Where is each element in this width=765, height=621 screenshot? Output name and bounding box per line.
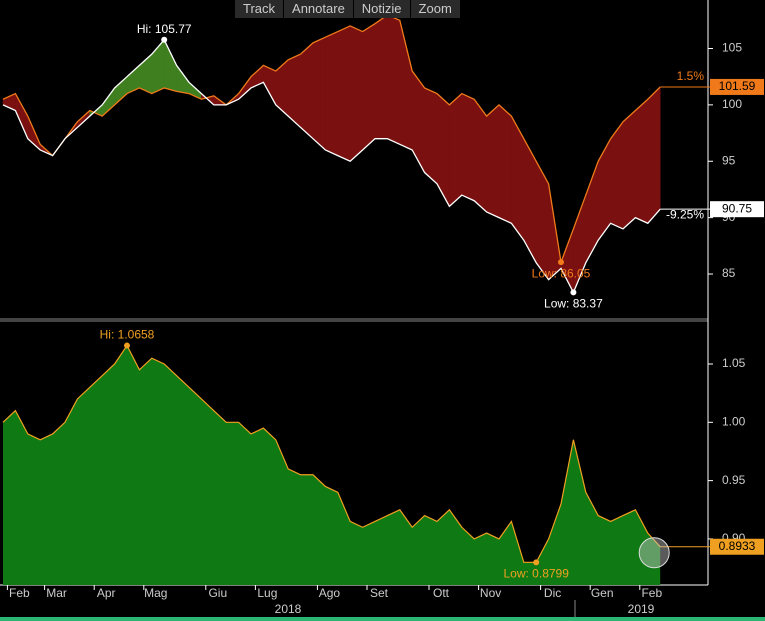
x-tick-label: Lug xyxy=(257,586,277,600)
spread-fill xyxy=(349,25,363,162)
x-tick-label: Mag xyxy=(144,586,167,600)
x-tick-label: Dic xyxy=(544,586,561,600)
last-tag xyxy=(710,201,764,218)
change-label: -9.25% xyxy=(666,207,704,221)
area-fill xyxy=(3,345,661,585)
low-marker xyxy=(533,559,540,566)
x-tick-label: Ott xyxy=(433,586,450,600)
spread-fill xyxy=(275,59,289,117)
spread-fill xyxy=(498,104,512,224)
last-value: 101.59 xyxy=(719,79,756,93)
spread-fill xyxy=(436,93,450,207)
panel-divider xyxy=(0,318,708,322)
x-tick-label: Giu xyxy=(208,586,227,600)
low-marker xyxy=(558,259,564,266)
x-tick-label: Apr xyxy=(97,586,116,600)
spread-fill xyxy=(535,161,549,281)
spread-fill xyxy=(325,31,339,157)
spread-fill xyxy=(114,76,128,106)
highlight-circle xyxy=(638,537,670,569)
spread-fill xyxy=(312,36,326,151)
y-tick-label: 100 xyxy=(722,97,742,111)
spread-fill xyxy=(287,53,301,128)
hi-marker xyxy=(124,342,130,349)
annotate-button[interactable]: Annotare xyxy=(284,0,354,18)
spread-fill xyxy=(387,14,401,145)
low-marker xyxy=(570,289,577,296)
spread-fill xyxy=(424,87,438,185)
change-label: 1.5% xyxy=(677,69,705,83)
y-tick-label: 85 xyxy=(722,266,736,280)
x-tick-label: Set xyxy=(370,586,389,600)
spread-fill xyxy=(635,98,649,224)
y-tick-label: 1.00 xyxy=(722,414,746,428)
spread-fill xyxy=(374,14,388,139)
x-tick-label: Ago xyxy=(319,586,341,600)
spread-fill xyxy=(461,93,475,202)
last-value: 90.75 xyxy=(722,201,752,215)
hi-marker xyxy=(161,36,168,43)
year-label: 2018 xyxy=(275,602,302,616)
last-value: 0.8933 xyxy=(719,539,756,553)
y-tick-label: 95 xyxy=(722,153,736,167)
hi-label: Hi: 105.77 xyxy=(137,22,192,36)
low-label: Low: 83.37 xyxy=(544,297,603,311)
hi-label: Hi: 1.0658 xyxy=(100,328,155,342)
spread-fill xyxy=(622,109,636,230)
y-tick-label: 1.05 xyxy=(722,356,746,370)
last-tag xyxy=(710,78,764,95)
x-tick-label: Feb xyxy=(641,586,662,600)
low-label: Low: 86.05 xyxy=(532,266,591,280)
spread-fill xyxy=(449,93,463,207)
series-line xyxy=(2,14,661,265)
spread-fill xyxy=(337,25,351,162)
track-button[interactable]: Track xyxy=(235,0,285,18)
toolbar: Track Annotare Notizie Zoom xyxy=(235,0,461,18)
spread-fill xyxy=(647,86,661,224)
x-tick-label: Mar xyxy=(46,586,67,600)
spread-fill xyxy=(399,20,413,151)
zoom-button[interactable]: Zoom xyxy=(411,0,461,18)
spread-fill xyxy=(610,121,624,230)
status-strip xyxy=(0,617,765,621)
spread-fill xyxy=(473,98,487,213)
spread-fill xyxy=(163,39,177,92)
spread-fill xyxy=(300,42,314,140)
y-tick-label: 105 xyxy=(722,41,742,55)
x-tick-label: Gen xyxy=(591,586,614,600)
x-tick-label: Nov xyxy=(480,586,501,600)
low-label: Low: 0.8799 xyxy=(504,567,570,581)
spread-fill xyxy=(362,23,376,151)
series-line xyxy=(2,38,661,294)
spread-fill xyxy=(486,104,500,219)
year-label: 2019 xyxy=(628,602,655,616)
news-button[interactable]: Notizie xyxy=(354,0,411,18)
x-tick-label: Feb xyxy=(9,586,30,600)
last-tag xyxy=(710,538,764,555)
series-line xyxy=(2,344,661,563)
y-tick-label: 0.95 xyxy=(722,473,746,487)
